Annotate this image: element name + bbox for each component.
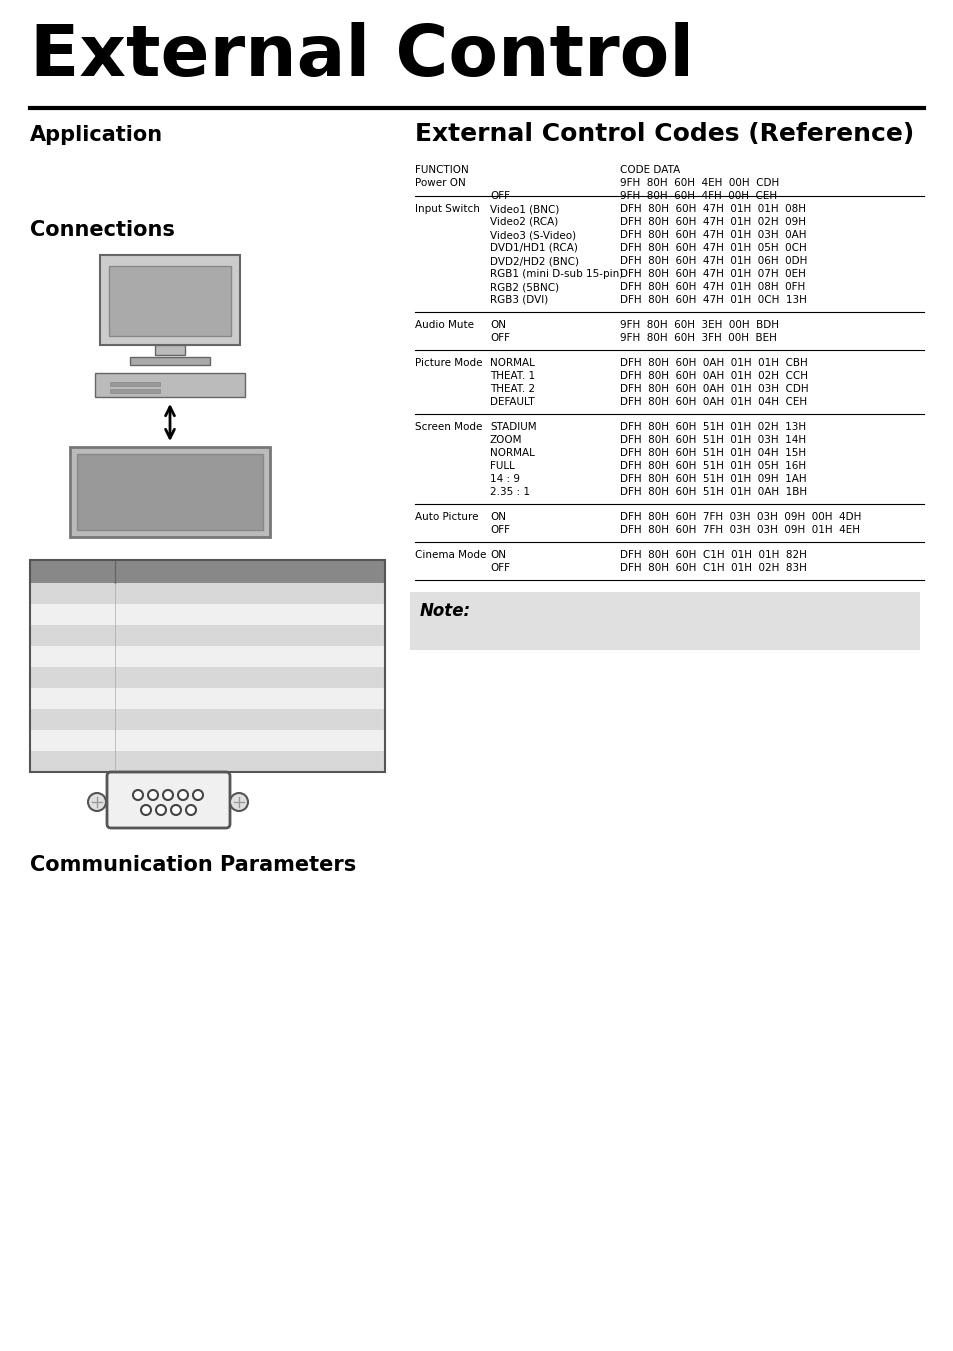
Text: DFH  80H  60H  47H  01H  06H  0DH: DFH 80H 60H 47H 01H 06H 0DH bbox=[619, 255, 806, 266]
Text: Audio Mute: Audio Mute bbox=[415, 320, 474, 330]
Text: NORMAL: NORMAL bbox=[490, 449, 535, 458]
Text: DFH  80H  60H  51H  01H  03H  14H: DFH 80H 60H 51H 01H 03H 14H bbox=[619, 435, 805, 444]
Text: Input Switch: Input Switch bbox=[415, 204, 479, 213]
Bar bbox=[30, 604, 385, 626]
Text: Application: Application bbox=[30, 126, 163, 145]
Circle shape bbox=[186, 805, 195, 815]
Circle shape bbox=[156, 805, 166, 815]
Text: 9FH  80H  60H  3EH  00H  BDH: 9FH 80H 60H 3EH 00H BDH bbox=[619, 320, 779, 330]
Text: ON: ON bbox=[490, 550, 505, 561]
Text: DFH  80H  60H  51H  01H  05H  16H: DFH 80H 60H 51H 01H 05H 16H bbox=[619, 461, 805, 471]
Text: ON: ON bbox=[490, 512, 505, 521]
Bar bbox=[30, 584, 385, 604]
Text: Picture Mode: Picture Mode bbox=[415, 358, 482, 367]
Circle shape bbox=[171, 805, 181, 815]
Text: DFH  80H  60H  0AH  01H  02H  CCH: DFH 80H 60H 0AH 01H 02H CCH bbox=[619, 372, 807, 381]
Text: DFH  80H  60H  47H  01H  03H  0AH: DFH 80H 60H 47H 01H 03H 0AH bbox=[619, 230, 805, 240]
Circle shape bbox=[163, 790, 172, 800]
Text: 14 : 9: 14 : 9 bbox=[490, 474, 519, 484]
Text: Auto Picture: Auto Picture bbox=[415, 512, 478, 521]
Text: RGB1 (mini D-sub 15-pin): RGB1 (mini D-sub 15-pin) bbox=[490, 269, 622, 280]
Text: DFH  80H  60H  51H  01H  0AH  1BH: DFH 80H 60H 51H 01H 0AH 1BH bbox=[619, 486, 806, 497]
Bar bbox=[77, 454, 263, 530]
Bar bbox=[130, 357, 210, 365]
Bar bbox=[30, 709, 385, 730]
Text: DFH  80H  60H  47H  01H  0CH  13H: DFH 80H 60H 47H 01H 0CH 13H bbox=[619, 295, 806, 305]
Text: Connections: Connections bbox=[30, 220, 174, 240]
Text: DVD1/HD1 (RCA): DVD1/HD1 (RCA) bbox=[490, 243, 578, 253]
Text: External Control Codes (Reference): External Control Codes (Reference) bbox=[415, 122, 913, 146]
Text: External Control: External Control bbox=[30, 22, 694, 91]
Text: DFH  80H  60H  C1H  01H  01H  82H: DFH 80H 60H C1H 01H 01H 82H bbox=[619, 550, 806, 561]
Bar bbox=[109, 266, 231, 336]
Bar bbox=[30, 561, 385, 584]
Text: Cinema Mode: Cinema Mode bbox=[415, 550, 486, 561]
Text: 2.35 : 1: 2.35 : 1 bbox=[490, 486, 530, 497]
Text: OFF: OFF bbox=[490, 190, 510, 201]
Circle shape bbox=[178, 790, 188, 800]
Text: THEAT. 1: THEAT. 1 bbox=[490, 372, 535, 381]
Circle shape bbox=[88, 793, 106, 811]
Bar bbox=[70, 447, 270, 536]
Text: DFH  80H  60H  47H  01H  05H  0CH: DFH 80H 60H 47H 01H 05H 0CH bbox=[619, 243, 806, 253]
Text: DFH  80H  60H  51H  01H  09H  1AH: DFH 80H 60H 51H 01H 09H 1AH bbox=[619, 474, 806, 484]
Text: DEFAULT: DEFAULT bbox=[490, 397, 534, 407]
Circle shape bbox=[148, 790, 158, 800]
Circle shape bbox=[230, 793, 248, 811]
Text: DFH  80H  60H  51H  01H  04H  15H: DFH 80H 60H 51H 01H 04H 15H bbox=[619, 449, 805, 458]
Bar bbox=[154, 345, 185, 355]
Text: THEAT. 2: THEAT. 2 bbox=[490, 384, 535, 394]
Text: ZOOM: ZOOM bbox=[490, 435, 522, 444]
Text: 9FH  80H  60H  3FH  00H  BEH: 9FH 80H 60H 3FH 00H BEH bbox=[619, 332, 776, 343]
Text: Video3 (S-Video): Video3 (S-Video) bbox=[490, 230, 576, 240]
Text: Screen Mode: Screen Mode bbox=[415, 422, 482, 432]
Circle shape bbox=[193, 790, 203, 800]
Text: RGB3 (DVI): RGB3 (DVI) bbox=[490, 295, 548, 305]
Text: OFF: OFF bbox=[490, 332, 510, 343]
Text: DFH  80H  60H  0AH  01H  04H  CEH: DFH 80H 60H 0AH 01H 04H CEH bbox=[619, 397, 806, 407]
Text: ON: ON bbox=[490, 320, 505, 330]
Text: RGB2 (5BNC): RGB2 (5BNC) bbox=[490, 282, 558, 292]
Bar bbox=[95, 373, 245, 397]
Text: 9FH  80H  60H  4FH  00H  CEH: 9FH 80H 60H 4FH 00H CEH bbox=[619, 190, 777, 201]
Text: DFH  80H  60H  7FH  03H  03H  09H  01H  4EH: DFH 80H 60H 7FH 03H 03H 09H 01H 4EH bbox=[619, 526, 859, 535]
Circle shape bbox=[141, 805, 151, 815]
Text: CODE DATA: CODE DATA bbox=[619, 165, 679, 176]
FancyBboxPatch shape bbox=[107, 771, 230, 828]
Text: DFH  80H  60H  0AH  01H  03H  CDH: DFH 80H 60H 0AH 01H 03H CDH bbox=[619, 384, 808, 394]
Text: Note:: Note: bbox=[419, 603, 471, 620]
Bar bbox=[30, 751, 385, 771]
Text: STADIUM: STADIUM bbox=[490, 422, 536, 432]
Bar bbox=[110, 382, 160, 386]
Text: FUNCTION: FUNCTION bbox=[415, 165, 468, 176]
Text: DVD2/HD2 (BNC): DVD2/HD2 (BNC) bbox=[490, 255, 578, 266]
Text: Video1 (BNC): Video1 (BNC) bbox=[490, 204, 558, 213]
Bar bbox=[30, 626, 385, 646]
Text: DFH  80H  60H  47H  01H  02H  09H: DFH 80H 60H 47H 01H 02H 09H bbox=[619, 218, 805, 227]
Text: DFH  80H  60H  C1H  01H  02H  83H: DFH 80H 60H C1H 01H 02H 83H bbox=[619, 563, 806, 573]
Text: Power ON: Power ON bbox=[415, 178, 465, 188]
Text: FULL: FULL bbox=[490, 461, 515, 471]
Bar bbox=[30, 561, 385, 771]
Bar bbox=[100, 255, 240, 345]
Bar bbox=[30, 730, 385, 751]
Text: DFH  80H  60H  51H  01H  02H  13H: DFH 80H 60H 51H 01H 02H 13H bbox=[619, 422, 805, 432]
Text: NORMAL: NORMAL bbox=[490, 358, 535, 367]
Text: OFF: OFF bbox=[490, 526, 510, 535]
Bar bbox=[110, 389, 160, 393]
Text: DFH  80H  60H  0AH  01H  01H  CBH: DFH 80H 60H 0AH 01H 01H CBH bbox=[619, 358, 807, 367]
Text: DFH  80H  60H  7FH  03H  03H  09H  00H  4DH: DFH 80H 60H 7FH 03H 03H 09H 00H 4DH bbox=[619, 512, 861, 521]
Text: Communication Parameters: Communication Parameters bbox=[30, 855, 355, 875]
Circle shape bbox=[132, 790, 143, 800]
Text: DFH  80H  60H  47H  01H  08H  0FH: DFH 80H 60H 47H 01H 08H 0FH bbox=[619, 282, 804, 292]
Text: DFH  80H  60H  47H  01H  07H  0EH: DFH 80H 60H 47H 01H 07H 0EH bbox=[619, 269, 805, 280]
Bar bbox=[30, 688, 385, 709]
Text: DFH  80H  60H  47H  01H  01H  08H: DFH 80H 60H 47H 01H 01H 08H bbox=[619, 204, 805, 213]
Bar bbox=[30, 667, 385, 688]
Bar bbox=[30, 646, 385, 667]
Text: Video2 (RCA): Video2 (RCA) bbox=[490, 218, 558, 227]
Bar bbox=[410, 592, 919, 650]
Text: OFF: OFF bbox=[490, 563, 510, 573]
Text: 9FH  80H  60H  4EH  00H  CDH: 9FH 80H 60H 4EH 00H CDH bbox=[619, 178, 779, 188]
